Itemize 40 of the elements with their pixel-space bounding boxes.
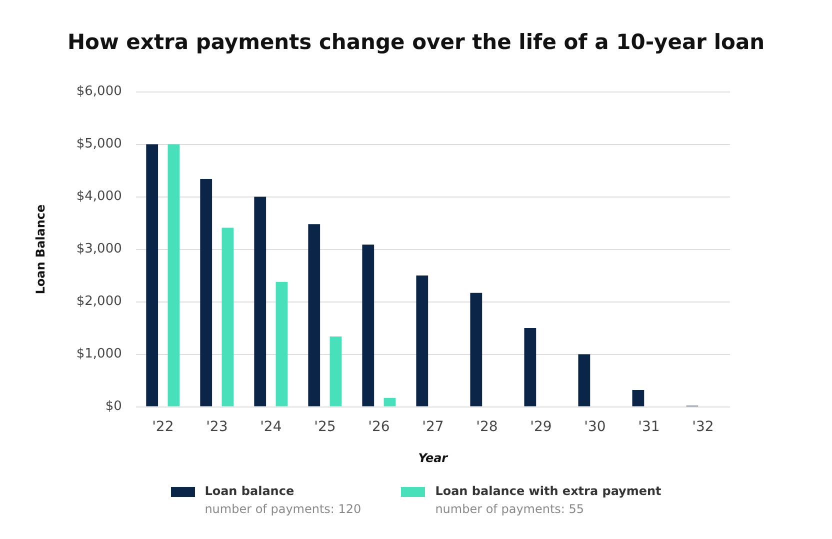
bar bbox=[330, 336, 342, 406]
x-tick-label: '32 bbox=[692, 418, 714, 435]
y-tick-label: $4,000 bbox=[76, 189, 122, 204]
y-tick-label: $0 bbox=[105, 399, 122, 414]
bar bbox=[632, 390, 644, 406]
x-tick-label: '22 bbox=[152, 418, 174, 435]
x-tick-label: '23 bbox=[206, 418, 228, 435]
bar bbox=[524, 328, 536, 406]
bar bbox=[200, 178, 212, 406]
y-axis-title: Loan Balance bbox=[33, 204, 48, 294]
x-tick-label: '27 bbox=[422, 418, 444, 435]
y-tick-label: $5,000 bbox=[76, 136, 122, 152]
bar bbox=[384, 398, 396, 406]
x-tick-label: '26 bbox=[368, 418, 390, 435]
bar bbox=[254, 196, 266, 406]
legend-label: Loan balance with extra payment bbox=[435, 484, 662, 498]
text: number of payments: 55 bbox=[435, 502, 586, 516]
bar bbox=[168, 144, 180, 406]
x-axis-title: Year bbox=[418, 450, 449, 465]
bar bbox=[308, 224, 320, 406]
y-tick-label: $3,000 bbox=[76, 242, 122, 257]
y-tick-label: $6,000 bbox=[76, 84, 122, 100]
bar bbox=[222, 228, 234, 406]
y-tick-label: $2,000 bbox=[76, 294, 122, 310]
x-tick-label: '25 bbox=[314, 418, 336, 435]
x-tick-label: '28 bbox=[476, 418, 498, 435]
y-tick-label: $1,000 bbox=[76, 346, 122, 362]
bar bbox=[146, 144, 158, 406]
x-tick-label: '31 bbox=[638, 418, 660, 435]
chart-title: How extra payments change over the life of a 10-year loan bbox=[66, 30, 766, 54]
x-tick-label: '24 bbox=[260, 418, 282, 435]
x-tick-label: '30 bbox=[584, 418, 606, 435]
bar bbox=[578, 354, 590, 406]
bar bbox=[276, 282, 288, 406]
legend-label: Loan balance bbox=[204, 484, 296, 498]
x-tick-label: '29 bbox=[530, 418, 552, 435]
text: number of payments: 120 bbox=[204, 502, 362, 516]
bar bbox=[470, 292, 482, 406]
bar bbox=[362, 244, 374, 406]
bar bbox=[416, 276, 428, 406]
